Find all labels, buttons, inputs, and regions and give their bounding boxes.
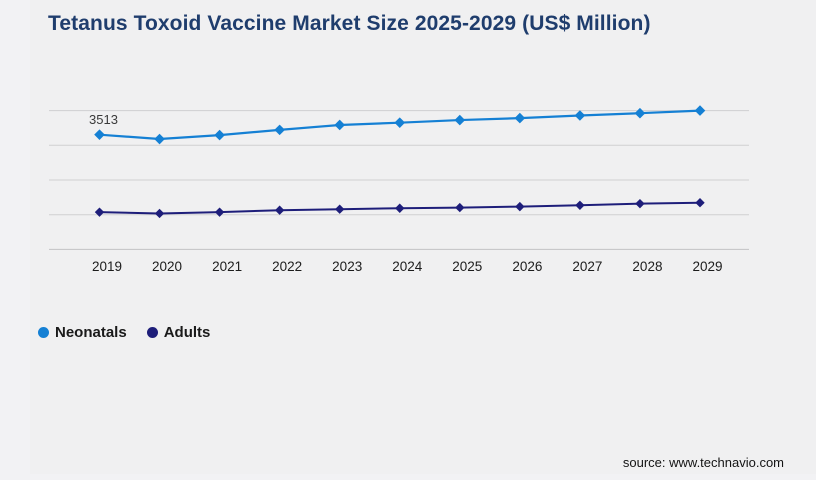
x-tick-label-2022: 2022 [272,259,302,274]
x-tick-label-2021: 2021 [212,259,242,274]
marker-adults-2026[interactable] [515,201,525,212]
legend-label-adults: Adults [163,324,211,341]
marker-neonatals-2029[interactable] [694,105,706,116]
x-tick-label-2025: 2025 [452,259,482,274]
source-attribution: source: www.technavio.com [622,455,784,470]
data-label-3513: 3513 [89,112,118,127]
marker-adults-2025[interactable] [455,202,465,213]
x-tick-label-2020: 2020 [152,259,182,274]
marker-adults-2028[interactable] [635,198,645,209]
neonatals-series-dot-icon [38,327,49,338]
marker-adults-2027[interactable] [575,200,585,211]
x-tick-label-2028: 2028 [632,259,662,274]
chart-legend: Neonatals Adults [38,324,210,341]
x-tick-label-2023: 2023 [332,259,362,274]
marker-adults-2021[interactable] [214,207,225,217]
legend-item-neonatals[interactable]: Neonatals [38,324,127,341]
x-tick-label-2019: 2019 [92,259,122,274]
marker-adults-2023[interactable] [335,204,345,214]
marker-neonatals-2027[interactable] [574,110,586,121]
marker-neonatals-2026[interactable] [514,112,526,124]
x-tick-label-2024: 2024 [392,259,423,274]
marker-adults-2024[interactable] [395,203,405,213]
marker-adults-2019[interactable] [94,207,105,217]
marker-neonatals-2023[interactable] [334,119,345,131]
x-tick-label-2029: 2029 [692,259,722,274]
marker-neonatals-2019[interactable] [94,129,105,140]
marker-adults-2029[interactable] [695,197,705,208]
adults-series-dot-icon [146,327,158,338]
x-tick-label-2026: 2026 [512,259,542,274]
legend-item-adults[interactable]: Adults [146,324,211,341]
marker-neonatals-2020[interactable] [154,133,165,145]
marker-neonatals-2024[interactable] [394,117,406,128]
x-tick-label-2027: 2027 [572,259,602,274]
marker-adults-2020[interactable] [154,208,165,219]
marker-neonatals-2022[interactable] [274,124,285,136]
legend-label-neonatals: Neonatals [55,324,127,341]
marker-neonatals-2025[interactable] [454,114,466,126]
chart-panel-background [30,0,816,474]
chart-title: Tetanus Toxoid Vaccine Market Size 2025-… [48,12,651,35]
marker-neonatals-2028[interactable] [634,107,646,119]
marker-adults-2022[interactable] [274,205,285,215]
marker-neonatals-2021[interactable] [214,129,225,141]
